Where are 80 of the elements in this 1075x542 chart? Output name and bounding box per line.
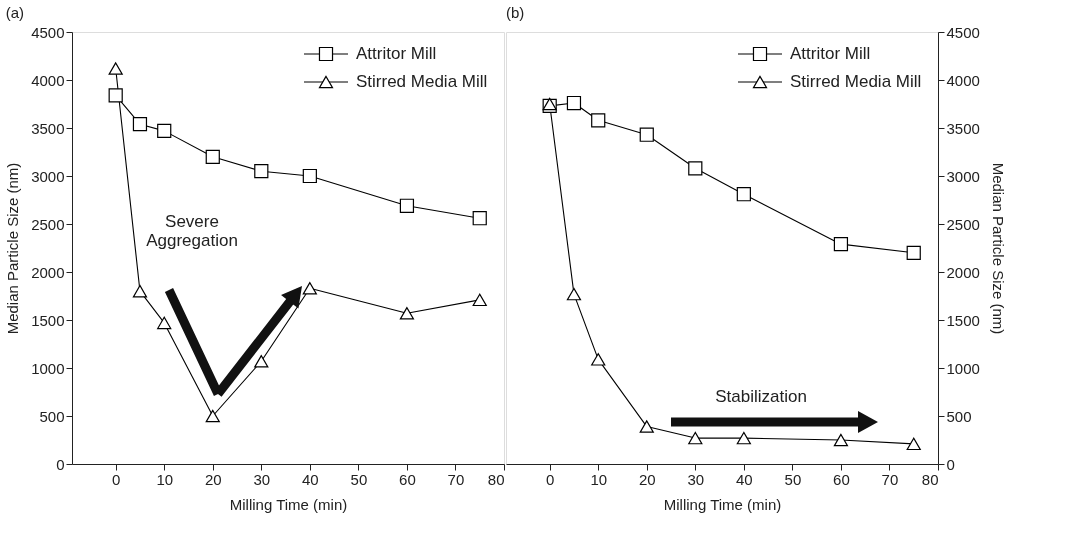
point — [472, 211, 487, 226]
point — [566, 287, 582, 301]
y2-tick-label: 3000 — [946, 167, 980, 185]
x-tick-label: 80 — [487, 470, 505, 488]
point — [157, 316, 172, 330]
y2-tick-label: 2500 — [946, 215, 980, 233]
y-tick-label: 1500 — [31, 311, 65, 329]
x-tick-label: 30 — [687, 470, 705, 488]
point — [639, 420, 654, 433]
point — [399, 307, 415, 320]
x-tick-label: 40 — [302, 470, 319, 488]
x-axis-title: Milling Time (min) — [663, 495, 782, 513]
x-tick-label: 50 — [350, 470, 368, 488]
x-tick-label: 80 — [921, 470, 939, 488]
point — [254, 355, 269, 368]
annotation: Stabilization — [715, 387, 807, 406]
y-axis-title: Median Particle Size (nm) — [4, 162, 22, 335]
point — [688, 431, 703, 445]
x-tick-label: 50 — [784, 470, 802, 488]
point — [833, 237, 849, 252]
x-tick-label: 0 — [112, 470, 121, 488]
point — [205, 149, 220, 164]
y2-tick-label: 1500 — [946, 311, 980, 329]
y-tick-label: 3000 — [31, 167, 65, 185]
chart-title: (b) — [506, 4, 525, 21]
x-tick-label: 20 — [204, 470, 222, 488]
point — [639, 127, 654, 142]
y2-tick-label: 0 — [946, 455, 955, 473]
point — [566, 95, 582, 111]
y2-tick-label: 2000 — [946, 263, 980, 281]
x-tick-label: 70 — [447, 470, 465, 488]
x-tick-label: 10 — [590, 470, 608, 488]
x-tick-label: 20 — [638, 470, 656, 488]
point — [906, 245, 921, 260]
x-tick-label: 60 — [399, 470, 416, 488]
y-tick-label: 4000 — [31, 71, 65, 89]
point — [399, 198, 415, 213]
y2-tick-label: 3500 — [946, 119, 980, 137]
y-tick-label: 1000 — [31, 359, 65, 377]
legend-label: Attritor Mill — [790, 44, 871, 63]
point — [108, 88, 123, 103]
y2-tick-label: 1000 — [946, 359, 980, 377]
y-tick-label: 4500 — [31, 23, 65, 41]
point — [205, 409, 220, 423]
point — [833, 433, 849, 447]
point — [591, 353, 606, 366]
y-tick-label: 2500 — [31, 215, 65, 233]
y-tick-label: 3500 — [31, 119, 65, 137]
x-tick-label: 30 — [253, 470, 271, 488]
y2-tick-label: 4500 — [946, 23, 980, 41]
legend-label: Attritor Mill — [356, 44, 437, 63]
x-tick-label: 60 — [833, 470, 850, 488]
point — [906, 437, 921, 451]
chart-title: (a) — [5, 4, 24, 21]
y2-tick-label: 4000 — [946, 71, 980, 89]
point — [302, 282, 317, 295]
point — [157, 123, 172, 138]
y-tick-label: 2000 — [31, 263, 65, 281]
x-tick-label: 40 — [736, 470, 753, 488]
x-tick-label: 10 — [156, 470, 174, 488]
x-axis-title: Milling Time (min) — [229, 495, 348, 513]
annotation: Severe Aggregation — [146, 212, 238, 250]
y-tick-label: 0 — [56, 455, 65, 473]
point — [108, 62, 123, 75]
point — [736, 431, 751, 445]
point — [132, 117, 148, 132]
y2-axis-title: Median Particle Size (nm) — [989, 162, 1007, 335]
point — [302, 168, 317, 184]
point — [591, 113, 606, 128]
point — [132, 284, 148, 298]
y-tick-label: 500 — [39, 407, 65, 425]
point — [736, 187, 751, 202]
legend-label: Stirred Media Mill — [790, 72, 922, 91]
legend-label: Stirred Media Mill — [356, 72, 488, 91]
point — [254, 164, 269, 179]
point — [472, 293, 487, 307]
point — [688, 161, 703, 176]
x-tick-label: 70 — [881, 470, 899, 488]
x-tick-label: 0 — [546, 470, 555, 488]
y2-tick-label: 500 — [946, 407, 972, 425]
